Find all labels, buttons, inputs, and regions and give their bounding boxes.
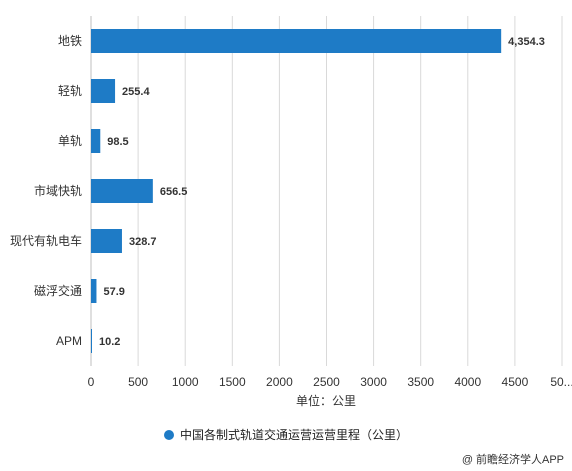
at-icon: @ (461, 454, 473, 466)
bar (91, 279, 97, 303)
value-label: 10.2 (99, 336, 120, 348)
category-label: APM (56, 334, 82, 348)
x-tick-labels: 0 500 1000 1500 2000 2500 3000 3500 4000 4500 50..… (88, 375, 572, 389)
bar (91, 229, 122, 253)
x-tick-label: 2000 (266, 375, 293, 389)
value-label: 255.4 (122, 86, 150, 98)
value-label: 328.7 (129, 236, 157, 248)
x-tick-label: 4500 (502, 375, 529, 389)
x-tick-label: 3000 (360, 375, 387, 389)
bar (91, 29, 502, 53)
source-text: 前瞻经济学人APP (475, 454, 564, 466)
x-tick-label: 500 (128, 375, 148, 389)
legend-marker (163, 430, 174, 440)
bar (91, 79, 116, 103)
bar (91, 129, 101, 153)
gridlines (90, 16, 563, 366)
legend-label: 中国各制式轨道交通运营运营里程（公里） (179, 428, 408, 442)
x-tick-label: 2500 (313, 375, 340, 389)
x-tick-label: 1000 (172, 375, 199, 389)
bar (91, 329, 92, 353)
category-label: 轻轨 (58, 84, 82, 98)
source-credit: @ 前瞻经济学人APP (462, 451, 564, 467)
category-label: 现代有轨电车 (10, 233, 82, 248)
category-label: 市域快轨 (34, 183, 82, 198)
value-label: 57.9 (103, 286, 124, 298)
x-tick-label: 4000 (454, 375, 481, 389)
x-axis-title: 单位：公里 (296, 393, 356, 408)
x-tick-label: 50... (550, 375, 572, 389)
category-label: 地铁 (58, 34, 82, 48)
x-tick-label: 3500 (407, 375, 434, 389)
bars (91, 29, 502, 353)
x-tick-label: 1500 (219, 375, 246, 389)
category-label: 单轨 (58, 134, 82, 148)
legend: 中国各制式轨道交通运营运营里程（公里） (0, 426, 572, 443)
bar (91, 179, 153, 203)
category-label: 磁浮交通 (34, 283, 82, 298)
value-labels: 4,354.3 255.4 98.5 656.5 328.7 57.9 10.2 (99, 36, 545, 348)
x-tick-label: 0 (88, 375, 95, 389)
value-label: 98.5 (107, 136, 128, 148)
value-label: 4,354.3 (508, 36, 545, 48)
value-label: 656.5 (160, 186, 188, 198)
